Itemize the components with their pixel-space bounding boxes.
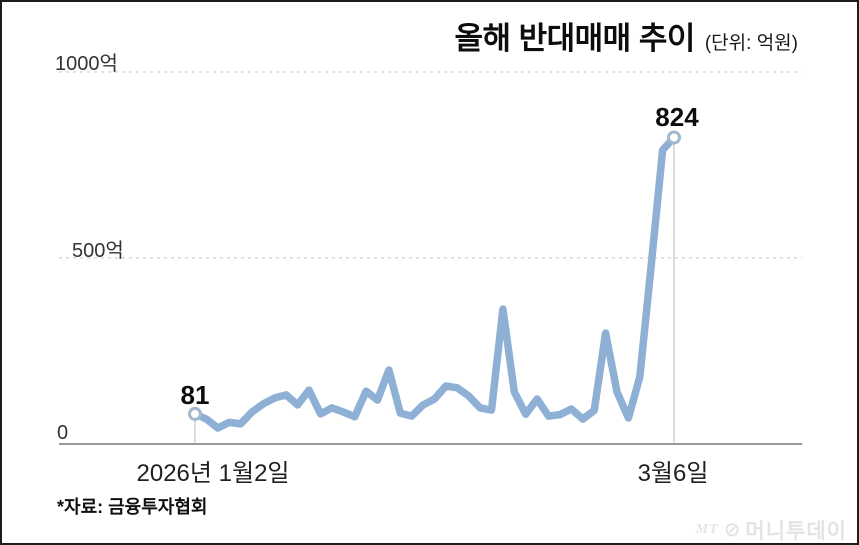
page-title: 올해 반대매매 추이 (454, 21, 695, 56)
y-tick-1000: 1000억 (55, 53, 118, 75)
unit-label: (단위: 억원) (704, 33, 798, 54)
y-tick-500: 500억 (72, 240, 124, 262)
x-label-start-date: 2026년 1월2일 (136, 460, 290, 487)
start-point-marker (188, 406, 202, 421)
moneytoday-logo-mark-icon: ⊘ (723, 519, 741, 541)
end-point-marker (667, 130, 681, 145)
first-point-value-label: 81 (180, 379, 210, 410)
x-label-end-date: 3월6일 (637, 460, 709, 487)
logo-name-text: 머니투데이 (745, 520, 847, 543)
moneytoday-logo: MT ⊘ 머니투데이 (695, 515, 847, 543)
trend-line (191, 133, 678, 432)
title-block: 올해 반대매매 추이 (단위: 억원) (2, 13, 798, 58)
last-point-value-label: 824 (655, 102, 699, 133)
source-note: *자료: 금융투자협회 (57, 497, 208, 517)
y-tick-0: 0 (57, 422, 69, 444)
logo-mt-text: MT (695, 522, 719, 537)
